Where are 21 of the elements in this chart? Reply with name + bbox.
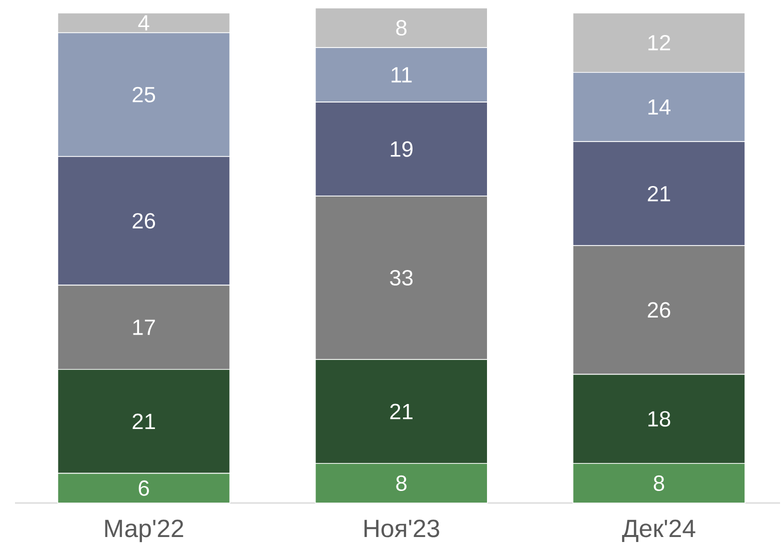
data-label: 8 <box>396 20 407 36</box>
data-label: 26 <box>648 302 670 318</box>
data-label: 18 <box>648 411 670 427</box>
data-label: 11 <box>392 67 412 82</box>
data-label: 21 <box>132 414 155 429</box>
data-label: 19 <box>390 141 413 157</box>
data-label: 14 <box>648 99 670 115</box>
data-label: 8 <box>396 475 407 491</box>
data-label: 4 <box>138 15 150 30</box>
data-label: 25 <box>132 86 156 102</box>
data-label: 21 <box>390 404 412 420</box>
data-label: 21 <box>648 186 670 202</box>
data-label: 8 <box>654 475 664 491</box>
data-label: 26 <box>132 213 156 229</box>
data-label: 6 <box>138 480 149 496</box>
x-tick-label: Мар'22 <box>105 520 184 542</box>
data-label: 33 <box>390 270 413 286</box>
data-label: 17 <box>133 320 155 335</box>
x-tick-label: Дек'24 <box>622 520 696 542</box>
data-label: 12 <box>648 34 670 50</box>
x-tick-label: Ноя'23 <box>364 520 440 538</box>
